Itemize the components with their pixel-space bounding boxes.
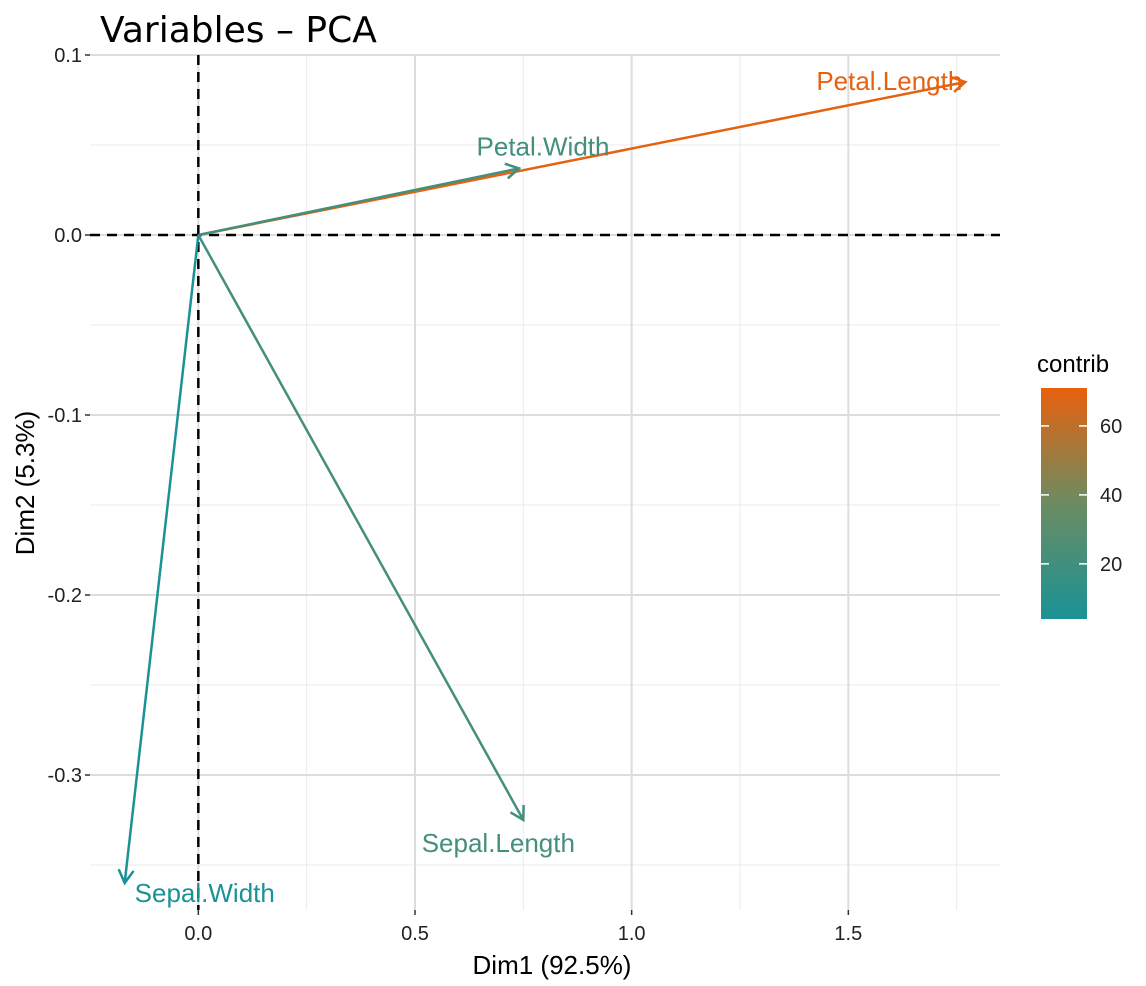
legend-title: contrib: [1037, 351, 1109, 378]
x-tick-label: 1.5: [834, 923, 862, 945]
vector-arrowhead-petal-length: [950, 76, 968, 93]
vector-arrowhead-petal-width: [504, 162, 522, 180]
plot-area: Petal.Length Petal.Width Sepal.Length Sepal…: [90, 54, 1000, 910]
legend-tick-label: 60: [1100, 416, 1122, 438]
y-axis-ticks: 0.1 0.0 -0.1 -0.2 -0.3: [48, 45, 90, 787]
legend-tick-label: 20: [1100, 554, 1122, 576]
y-tick-label: 0.1: [54, 45, 82, 67]
legend-ticks: 20 40 60: [1041, 416, 1122, 576]
x-tick-label: 1.0: [618, 923, 646, 945]
x-axis-title: Dim1 (92.5%): [473, 950, 632, 980]
x-tick-label: 0.5: [401, 923, 429, 945]
y-tick-label: 0.0: [54, 225, 82, 247]
y-tick-label: -0.2: [48, 585, 82, 607]
legend-tick-label: 40: [1100, 485, 1122, 507]
chart-title: Variables – PCA: [100, 10, 377, 51]
vector-sepal-length: [197, 234, 525, 821]
x-tick-label: 0.0: [184, 923, 212, 945]
contrib-legend: contrib 20 40 60: [1037, 351, 1122, 619]
x-axis-ticks: 0.0 0.5 1.0 1.5: [184, 910, 862, 945]
vector-label-petal-width: Petal.Width: [477, 131, 610, 161]
y-tick-label: -0.1: [48, 405, 82, 427]
vector-label-petal-length: Petal.Length: [816, 66, 962, 96]
vector-petal-width: [198, 167, 520, 237]
vector-arrowhead-sepal-length: [509, 804, 525, 823]
vector-sepal-width: [123, 234, 200, 884]
y-axis-title: Dim2 (5.3%): [10, 411, 40, 555]
legend-color-bar: [1041, 388, 1087, 619]
vector-arrowhead-sepal-width: [117, 868, 135, 886]
vector-label-sepal-length: Sepal.Length: [422, 828, 575, 858]
vector-label-sepal-width: Sepal.Width: [135, 878, 275, 908]
y-tick-label: -0.3: [48, 765, 82, 787]
